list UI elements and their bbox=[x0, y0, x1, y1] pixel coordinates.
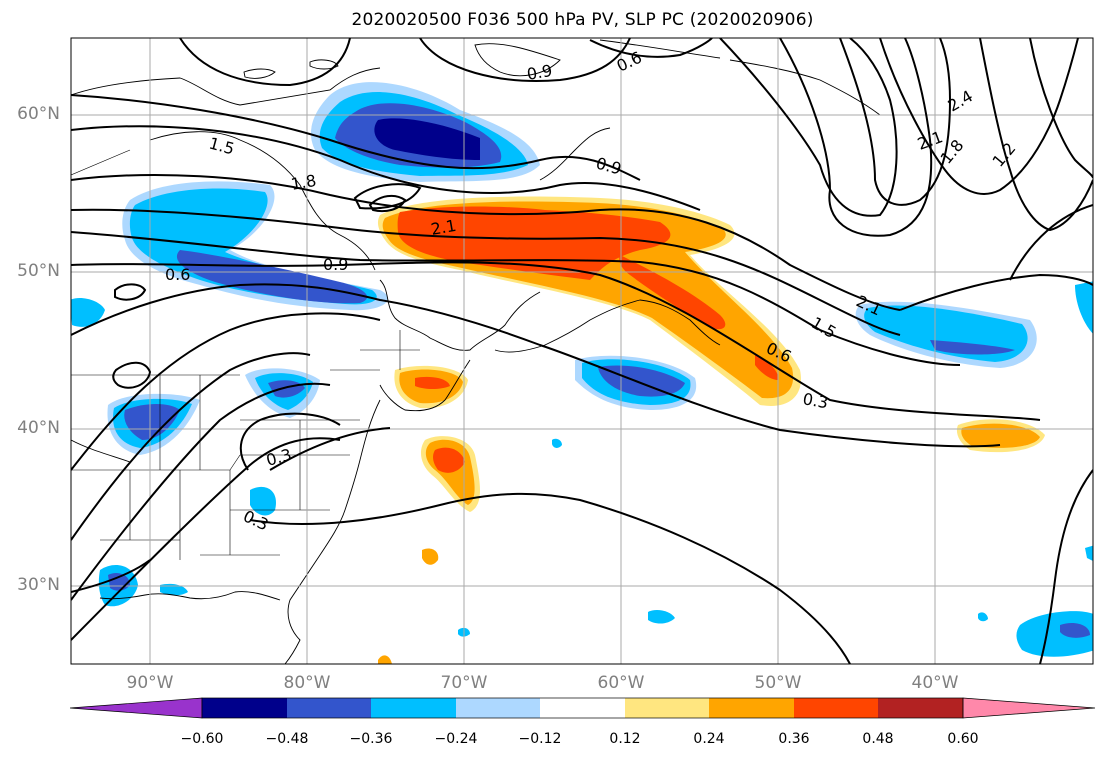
contour-label: 0.6 bbox=[165, 265, 190, 284]
lon-label-80w: 80°W bbox=[283, 673, 331, 693]
lon-label-70w: 70°W bbox=[440, 673, 488, 693]
colorbar-bin bbox=[202, 698, 287, 718]
contour-label: 1.8 bbox=[289, 171, 317, 194]
slp-contours bbox=[71, 38, 1093, 664]
colorbar-bin bbox=[371, 698, 456, 718]
colorbar-tick: −0.24 bbox=[434, 731, 478, 747]
lon-label-60w: 60°W bbox=[597, 673, 645, 693]
colorbar-tick: 0.48 bbox=[862, 731, 894, 747]
coastlines bbox=[71, 39, 881, 664]
contour-label: 0.3 bbox=[801, 389, 829, 412]
colorbar bbox=[70, 697, 1096, 719]
colorbar-bin bbox=[540, 698, 625, 718]
contour-label: 0.9 bbox=[323, 255, 348, 274]
lat-label-30n: 30°N bbox=[17, 575, 60, 595]
lat-label-60n: 60°N bbox=[17, 104, 60, 124]
colorbar-extend-low bbox=[70, 697, 203, 719]
colorbar-bin bbox=[456, 698, 540, 718]
colorbar-bin bbox=[878, 698, 963, 718]
lat-label-40n: 40°N bbox=[17, 418, 60, 438]
colorbar-bin bbox=[287, 698, 371, 718]
colorbar-bin bbox=[625, 698, 709, 718]
contour-label: 2.1 bbox=[429, 216, 457, 239]
colorbar-tick: 0.60 bbox=[947, 731, 979, 747]
colorbar-tick: 0.24 bbox=[693, 731, 725, 747]
colorbar-tick: −0.60 bbox=[180, 731, 224, 747]
lon-label-90w: 90°W bbox=[126, 673, 174, 693]
contour-label: 0.9 bbox=[525, 61, 553, 84]
colorbar-tick: 0.12 bbox=[609, 731, 641, 747]
colorbar-tick: −0.48 bbox=[265, 731, 309, 747]
pv-negative-shading bbox=[71, 82, 1093, 657]
lon-label-50w: 50°W bbox=[754, 673, 802, 693]
colorbar-extend-high bbox=[962, 697, 1096, 719]
colorbar-tick: −0.12 bbox=[518, 731, 562, 747]
colorbar-bin bbox=[794, 698, 878, 718]
lat-label-50n: 50°N bbox=[17, 261, 60, 281]
political-borders bbox=[71, 149, 420, 560]
colorbar-bin bbox=[709, 698, 794, 718]
colorbar-tick: 0.36 bbox=[778, 731, 810, 747]
colorbar-tick: −0.36 bbox=[349, 731, 393, 747]
map-title: 2020020500 F036 500 hPa PV, SLP PC (2020… bbox=[351, 10, 814, 30]
lon-label-40w: 40°W bbox=[911, 673, 959, 693]
